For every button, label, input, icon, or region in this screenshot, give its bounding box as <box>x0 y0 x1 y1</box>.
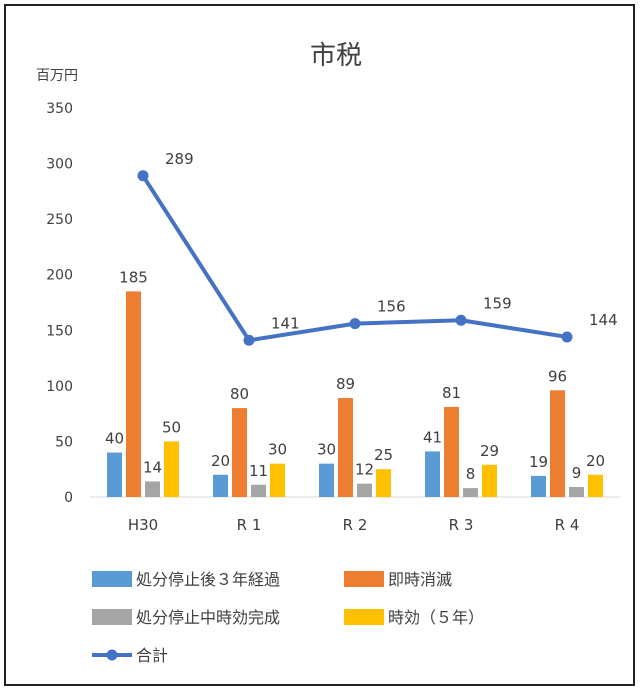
bar <box>425 451 440 497</box>
bar <box>232 408 247 497</box>
bar-data-label: 14 <box>143 458 162 476</box>
line-data-label: 156 <box>377 298 406 316</box>
bar <box>550 390 565 497</box>
x-tick-label: R 2 <box>343 516 368 534</box>
total-line-point <box>455 314 467 326</box>
line-data-label: 141 <box>271 314 300 332</box>
bar <box>531 475 546 497</box>
bar <box>482 464 497 497</box>
bar <box>463 488 478 497</box>
legend-label: 合計 <box>136 646 168 665</box>
bar-data-label: 25 <box>374 446 393 464</box>
y-tick-label: 0 <box>64 490 73 506</box>
bar-data-label: 29 <box>480 442 499 460</box>
bar <box>376 469 391 497</box>
bar-data-label: 89 <box>336 375 355 393</box>
y-tick-label: 350 <box>46 101 73 117</box>
bar-data-label: 80 <box>230 385 249 403</box>
total-line-point <box>243 334 255 346</box>
bar-data-label: 50 <box>162 418 181 436</box>
total-line-point <box>137 170 149 182</box>
y-axis-label: 百万円 <box>36 68 78 84</box>
y-tick-label: 300 <box>46 157 73 173</box>
bar <box>338 398 353 497</box>
bar-data-label: 11 <box>249 462 268 480</box>
legend-swatch <box>92 609 132 625</box>
legend-swatch <box>344 571 384 587</box>
bar <box>145 481 160 497</box>
legend-line-marker <box>106 649 118 661</box>
y-tick-label: 250 <box>46 212 73 228</box>
bar-data-label: 20 <box>586 452 605 470</box>
y-tick-label: 200 <box>46 268 73 284</box>
x-tick-label: R 4 <box>555 516 580 534</box>
line-data-label: 159 <box>483 294 512 312</box>
bar-data-label: 40 <box>105 430 124 448</box>
bar <box>107 452 122 497</box>
legend-swatch <box>92 571 132 587</box>
bar <box>569 486 584 497</box>
x-tick-label: R 1 <box>237 516 262 534</box>
total-line-point <box>349 318 361 330</box>
bar-data-label: 185 <box>119 268 148 286</box>
line-data-label: 144 <box>589 311 618 329</box>
bar <box>588 474 603 497</box>
bar <box>270 463 285 497</box>
bar-data-label: 30 <box>268 441 287 459</box>
legend-label: 処分停止中時効完成 <box>136 608 280 627</box>
x-tick-label: H30 <box>128 516 158 534</box>
x-tick-label: R 3 <box>449 516 474 534</box>
bar-data-label: 30 <box>317 441 336 459</box>
legend-label: 即時消滅 <box>388 570 452 589</box>
bar <box>319 463 334 497</box>
bar <box>357 483 372 497</box>
legend-label: 処分停止後３年経過 <box>136 570 280 589</box>
legend-label: 時効（５年） <box>388 608 484 627</box>
bar-data-label: 12 <box>355 461 374 479</box>
total-line-point <box>561 331 573 343</box>
bar-data-label: 81 <box>442 384 461 402</box>
y-tick-label: 50 <box>55 434 73 450</box>
bar-data-label: 19 <box>529 453 548 471</box>
bar <box>164 441 179 497</box>
bar <box>251 484 266 497</box>
bar <box>444 406 459 497</box>
bar-data-label: 41 <box>423 428 442 446</box>
y-tick-label: 150 <box>46 323 73 339</box>
bar-data-label: 20 <box>211 452 230 470</box>
total-line <box>141 174 568 343</box>
bar <box>213 474 228 497</box>
legend-swatch <box>344 609 384 625</box>
chart-title: 市税 <box>310 41 362 71</box>
y-tick-label: 100 <box>46 379 73 395</box>
bar-data-label: 96 <box>548 367 567 385</box>
line-data-label: 289 <box>165 150 194 168</box>
bar-data-label: 8 <box>466 465 476 483</box>
bar <box>126 291 141 497</box>
bar-data-label: 9 <box>572 464 582 482</box>
